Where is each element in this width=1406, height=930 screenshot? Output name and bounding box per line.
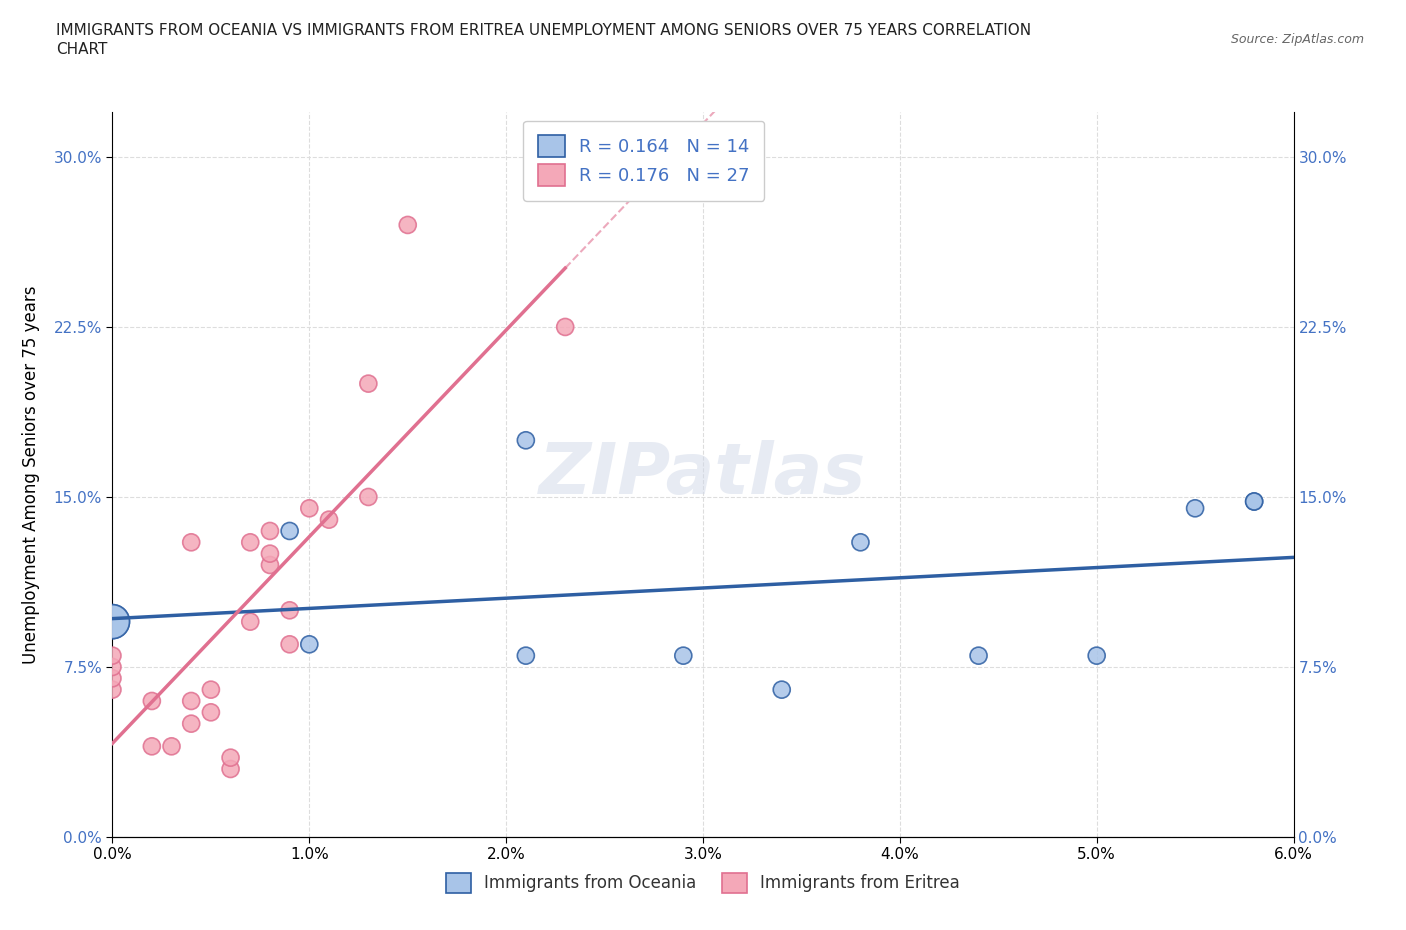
Text: ZIPatlas: ZIPatlas [540, 440, 866, 509]
Point [278, 637, 301, 652]
Text: CHART: CHART [56, 42, 108, 57]
Point [515, 432, 537, 447]
Point [770, 683, 793, 698]
Point [1243, 494, 1265, 509]
Point [259, 558, 281, 573]
Point [298, 501, 321, 516]
Point [160, 738, 183, 753]
Point [515, 648, 537, 663]
Point [200, 683, 222, 698]
Point [672, 648, 695, 663]
Point [357, 377, 380, 392]
Point [200, 705, 222, 720]
Y-axis label: Unemployment Among Seniors over 75 years: Unemployment Among Seniors over 75 years [21, 286, 39, 663]
Point [219, 751, 242, 765]
Point [259, 524, 281, 538]
Point [278, 603, 301, 618]
Text: IMMIGRANTS FROM OCEANIA VS IMMIGRANTS FROM ERITREA UNEMPLOYMENT AMONG SENIORS OV: IMMIGRANTS FROM OCEANIA VS IMMIGRANTS FR… [56, 23, 1032, 38]
Point [318, 512, 340, 527]
Point [554, 320, 576, 335]
Point [141, 738, 163, 753]
Point [849, 535, 872, 550]
Point [967, 648, 990, 663]
Point [141, 694, 163, 709]
Point [357, 489, 380, 504]
Point [101, 648, 124, 663]
Point [101, 671, 124, 685]
Point [1243, 494, 1265, 509]
Point [101, 659, 124, 674]
Legend: Immigrants from Oceania, Immigrants from Eritrea: Immigrants from Oceania, Immigrants from… [437, 864, 969, 901]
Point [180, 535, 202, 550]
Point [1184, 501, 1206, 516]
Point [239, 614, 262, 629]
Point [180, 694, 202, 709]
Point [101, 614, 124, 629]
Point [1085, 648, 1108, 663]
Point [396, 218, 419, 232]
Point [298, 637, 321, 652]
Point [101, 614, 124, 629]
Point [101, 683, 124, 698]
Text: Source: ZipAtlas.com: Source: ZipAtlas.com [1230, 33, 1364, 46]
Point [239, 535, 262, 550]
Point [259, 546, 281, 561]
Point [219, 762, 242, 777]
Point [278, 524, 301, 538]
Point [180, 716, 202, 731]
